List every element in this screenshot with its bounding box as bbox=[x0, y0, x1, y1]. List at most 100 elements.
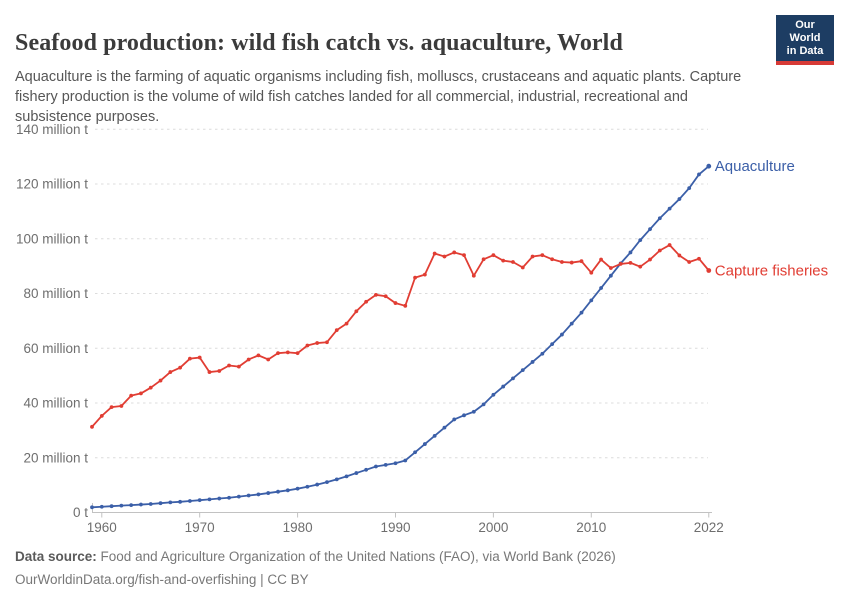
data-point-capture-fisheries-1964 bbox=[139, 391, 143, 396]
data-point-aquaculture-1989 bbox=[383, 462, 388, 467]
y-axis-label-80: 80 million t bbox=[23, 286, 88, 301]
data-point-aquaculture-2012 bbox=[608, 273, 613, 278]
data-point-aquaculture-2007 bbox=[560, 332, 564, 337]
data-point-capture-fisheries-1997 bbox=[462, 253, 466, 258]
data-point-capture-fisheries-1965 bbox=[148, 385, 153, 390]
data-point-capture-fisheries-2002 bbox=[511, 260, 515, 264]
data-point-capture-fisheries-1975 bbox=[246, 357, 251, 362]
data-point-aquaculture-2000 bbox=[491, 392, 496, 397]
series-label-capture-fisheries: Capture fisheries bbox=[715, 263, 828, 280]
y-axis-label-140: 140 million t bbox=[16, 122, 88, 137]
data-point-aquaculture-2022 bbox=[706, 163, 712, 169]
data-point-capture-fisheries-1979 bbox=[285, 350, 290, 355]
y-axis-label-40: 40 million t bbox=[23, 396, 88, 411]
data-point-aquaculture-1994 bbox=[432, 433, 437, 438]
data-point-capture-fisheries-1971 bbox=[207, 370, 212, 374]
data-point-capture-fisheries-1969 bbox=[188, 356, 192, 361]
data-point-aquaculture-1982 bbox=[315, 482, 320, 487]
data-point-capture-fisheries-1996 bbox=[452, 250, 457, 255]
data-point-aquaculture-2001 bbox=[501, 384, 506, 389]
data-point-aquaculture-1986 bbox=[354, 471, 359, 475]
data-point-aquaculture-1971 bbox=[207, 497, 212, 502]
data-point-capture-fisheries-2005 bbox=[540, 253, 545, 258]
data-point-aquaculture-1999 bbox=[481, 402, 486, 407]
data-point-capture-fisheries-1985 bbox=[344, 321, 349, 326]
data-point-aquaculture-1988 bbox=[374, 464, 378, 469]
data-point-capture-fisheries-1967 bbox=[168, 370, 173, 374]
x-axis-label-1960: 1960 bbox=[87, 520, 117, 535]
data-point-capture-fisheries-1995 bbox=[442, 254, 447, 259]
data-point-capture-fisheries-1960 bbox=[99, 413, 104, 418]
data-point-aquaculture-1987 bbox=[364, 467, 369, 472]
data-point-capture-fisheries-1966 bbox=[158, 378, 163, 383]
data-point-aquaculture-1997 bbox=[462, 413, 466, 418]
data-point-aquaculture-2008 bbox=[569, 321, 574, 326]
data-point-aquaculture-2021 bbox=[697, 172, 701, 177]
data-point-capture-fisheries-1982 bbox=[315, 341, 320, 345]
data-point-aquaculture-1995 bbox=[442, 425, 447, 430]
data-point-aquaculture-2020 bbox=[687, 186, 692, 191]
data-point-capture-fisheries-1999 bbox=[481, 257, 486, 262]
data-point-capture-fisheries-1976 bbox=[256, 353, 261, 358]
data-point-capture-fisheries-1968 bbox=[178, 365, 183, 370]
license-line: OurWorldinData.org/fish-and-overfishing … bbox=[15, 571, 309, 587]
data-point-capture-fisheries-2013 bbox=[618, 262, 623, 266]
data-point-aquaculture-1960 bbox=[99, 504, 104, 509]
data-point-capture-fisheries-1963 bbox=[129, 393, 134, 398]
x-axis-label-1980: 1980 bbox=[283, 520, 313, 535]
data-point-aquaculture-2015 bbox=[638, 238, 643, 243]
owid-logo-line2: in Data bbox=[786, 44, 824, 57]
y-axis-label-0: 0 t bbox=[73, 505, 88, 520]
data-point-aquaculture-2019 bbox=[677, 197, 682, 201]
data-point-capture-fisheries-1981 bbox=[305, 343, 310, 348]
data-point-capture-fisheries-2001 bbox=[501, 258, 506, 263]
data-point-aquaculture-1977 bbox=[266, 491, 271, 495]
data-point-capture-fisheries-1962 bbox=[119, 404, 124, 408]
series-line-aquaculture bbox=[91, 165, 710, 509]
data-point-aquaculture-2018 bbox=[667, 206, 672, 211]
data-point-capture-fisheries-1988 bbox=[374, 292, 378, 297]
data-point-aquaculture-1970 bbox=[197, 498, 202, 503]
data-point-capture-fisheries-2020 bbox=[687, 260, 692, 264]
data-source-text: Food and Agriculture Organization of the… bbox=[100, 549, 616, 564]
series-line-capture-fisheries bbox=[91, 244, 710, 428]
data-point-aquaculture-1974 bbox=[236, 494, 241, 499]
data-point-capture-fisheries-1984 bbox=[334, 328, 339, 333]
data-point-capture-fisheries-2008 bbox=[569, 260, 574, 265]
data-point-capture-fisheries-2004 bbox=[530, 254, 535, 259]
data-point-capture-fisheries-1986 bbox=[354, 309, 359, 314]
data-point-aquaculture-1996 bbox=[452, 417, 457, 422]
chart-footer: Data source: Food and Agriculture Organi… bbox=[15, 546, 835, 592]
data-point-aquaculture-1962 bbox=[119, 503, 124, 508]
data-point-capture-fisheries-2000 bbox=[491, 253, 496, 258]
data-point-aquaculture-1968 bbox=[178, 499, 183, 504]
data-point-aquaculture-1975 bbox=[246, 493, 251, 498]
data-point-aquaculture-1969 bbox=[188, 499, 192, 503]
data-point-aquaculture-1967 bbox=[168, 500, 173, 505]
data-point-aquaculture-1973 bbox=[227, 495, 231, 500]
y-axis-label-100: 100 million t bbox=[16, 231, 88, 246]
data-point-capture-fisheries-2017 bbox=[657, 248, 662, 253]
data-point-capture-fisheries-1990 bbox=[393, 301, 398, 305]
data-point-capture-fisheries-2011 bbox=[599, 257, 603, 262]
data-point-aquaculture-1990 bbox=[393, 461, 398, 466]
data-point-aquaculture-1978 bbox=[276, 489, 280, 494]
x-axis-label-1970: 1970 bbox=[185, 520, 215, 535]
data-point-aquaculture-1972 bbox=[217, 496, 222, 501]
data-point-aquaculture-1966 bbox=[158, 501, 163, 506]
data-point-aquaculture-1976 bbox=[256, 492, 261, 497]
data-point-capture-fisheries-1977 bbox=[266, 357, 271, 362]
data-point-aquaculture-1985 bbox=[344, 474, 349, 479]
data-point-capture-fisheries-1987 bbox=[364, 299, 369, 304]
data-point-capture-fisheries-1978 bbox=[276, 351, 280, 356]
data-point-aquaculture-1979 bbox=[285, 488, 290, 493]
data-point-aquaculture-1991 bbox=[403, 458, 408, 463]
data-point-capture-fisheries-1991 bbox=[403, 303, 408, 308]
x-axis-label-2022: 2022 bbox=[694, 520, 724, 535]
owid-logo-red-bar bbox=[776, 60, 834, 65]
data-point-aquaculture-1998 bbox=[471, 409, 476, 414]
data-point-aquaculture-2009 bbox=[579, 310, 584, 315]
data-point-capture-fisheries-2007 bbox=[560, 260, 564, 264]
data-point-aquaculture-1981 bbox=[305, 484, 310, 489]
